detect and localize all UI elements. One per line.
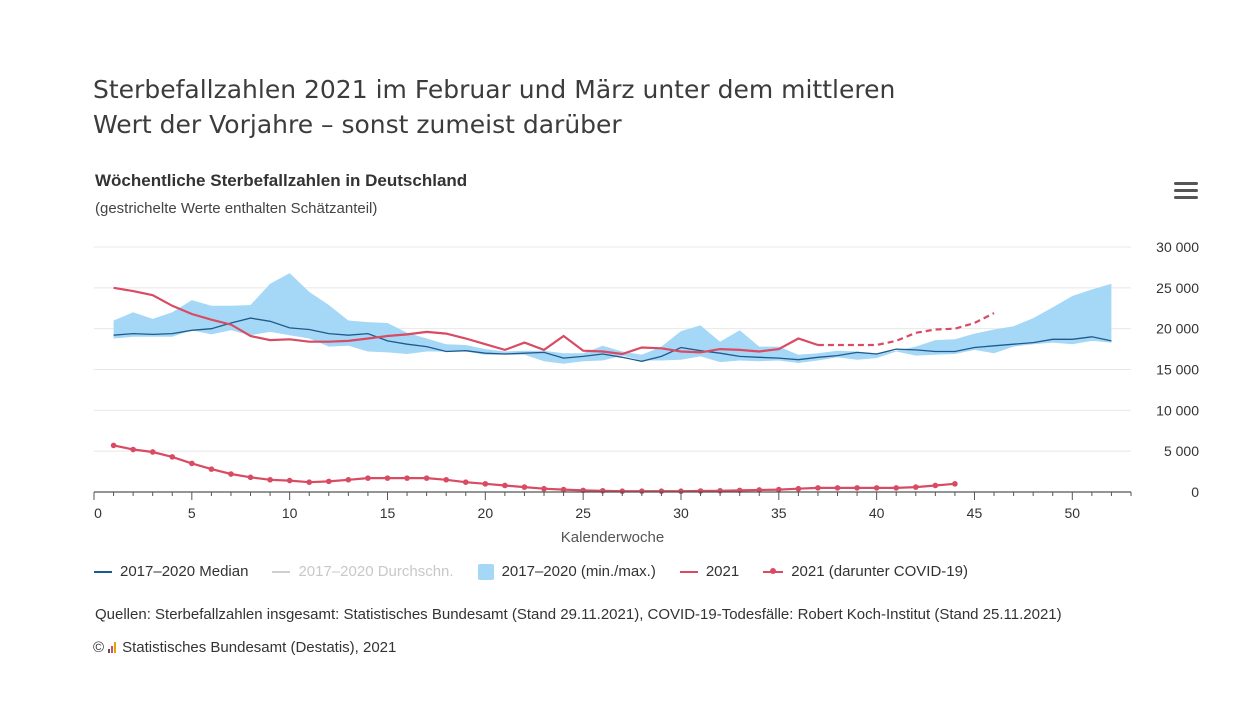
covid-marker: [893, 485, 900, 491]
destatis-logo-icon: [108, 642, 117, 653]
covid-marker: [228, 471, 234, 477]
line-2021-symbol: [679, 570, 698, 573]
covid-marker: [149, 449, 156, 455]
covid-marker: [423, 475, 430, 481]
covid-marker: [130, 446, 136, 453]
covid-marker: [384, 475, 391, 481]
copyright-text: Statistisches Bundesamt (Destatis), 2021: [122, 639, 397, 656]
y-tick-label: 30 000: [1156, 239, 1199, 255]
covid-marker: [462, 479, 469, 486]
covid-marker: [443, 476, 449, 483]
covid-marker: [286, 477, 293, 484]
x-axis-label: Kalenderwoche: [561, 529, 664, 546]
chart-title: Wöchentliche Sterbefallzahlen in Deutsch…: [95, 171, 468, 190]
legend-item-range[interactable]: 2017–2020 (min./max.): [477, 563, 656, 580]
chart-subtitle: (gestrichelte Werte enthalten Schätzante…: [95, 200, 378, 217]
hamburger-menu-icon: [1174, 182, 1198, 185]
source-note: Quellen: Sterbefallzahlen insgesamt: Sta…: [95, 606, 1062, 623]
line-2021: [113, 286, 819, 356]
x-tick-label: 50: [1065, 505, 1081, 521]
hamburger-menu-icon-bar: [1174, 196, 1198, 199]
covid-marker: [854, 485, 860, 491]
covid-marker: [208, 466, 215, 472]
covid-marker: [776, 486, 782, 493]
median-line: [113, 317, 1112, 362]
covid-marker: [169, 454, 176, 460]
covid-marker: [267, 476, 273, 483]
covid-marker: [365, 475, 371, 481]
chart-menu-button[interactable]: [1172, 178, 1200, 202]
x-tick-label: 40: [869, 505, 885, 521]
legend-item-mean[interactable]: 2017–2020 Durchschn.: [272, 563, 454, 580]
mean-line-symbol: [272, 570, 291, 573]
covid-marker: [952, 481, 958, 487]
hamburger-menu-icon-bar: [1174, 189, 1198, 192]
x-tick-label: 10: [282, 505, 298, 521]
x-tick-label: 15: [380, 505, 396, 521]
y-tick-label: 25 000: [1156, 280, 1199, 296]
covid-marker: [247, 474, 254, 481]
x-tick-label: 45: [967, 505, 983, 521]
legend-item-median[interactable]: 2017–2020 Median: [94, 563, 248, 580]
y-tick-label: 10 000: [1156, 402, 1199, 418]
headline: Sterbefallzahlen 2021 im Februar und Mär…: [93, 72, 993, 142]
covid-marker: [756, 487, 763, 493]
x-tick-label: 5: [188, 505, 196, 521]
y-tick-label: 20 000: [1156, 321, 1199, 337]
covid-marker: [404, 475, 410, 481]
range-area-symbol: [477, 563, 494, 580]
legend-label-range: 2017–2020 (min./max.): [501, 563, 656, 580]
x-tick-label: 25: [575, 505, 591, 521]
covid-marker: [521, 484, 528, 490]
legend-item-2021[interactable]: 2021: [679, 563, 740, 580]
legend-label-2021: 2021: [705, 563, 740, 580]
axes: 0 5 000 10 000 15 000 20 000 25 000 30 000 0 5 10…: [93, 239, 1199, 546]
covid-marker-line-symbol: [763, 567, 784, 574]
y-tick-label: 5 000: [1164, 443, 1199, 459]
covid-marker: [541, 485, 547, 492]
copyright-note: © Statistisches Bundesamt (Destatis), 20…: [93, 639, 396, 656]
y-tick-label: 15 000: [1156, 362, 1199, 378]
x-tick-label: 0: [94, 505, 102, 521]
legend-label-mean: 2017–2020 Durchschn.: [298, 563, 454, 580]
covid-marker: [560, 486, 567, 493]
covid-marker: [834, 485, 841, 491]
covid-marker: [795, 485, 802, 492]
covid-marker: [110, 442, 117, 449]
x-tick-label: 35: [771, 505, 787, 521]
x-tick-label: 20: [478, 505, 494, 521]
headline-line-2: Wert der Vorjahre – sonst zumeist darübe…: [93, 110, 622, 139]
covid-marker: [325, 478, 332, 485]
covid-marker: [912, 484, 919, 490]
y-tick-label: 0: [1191, 484, 1199, 500]
covid-marker: [815, 485, 821, 491]
x-tick-label: 30: [673, 505, 689, 521]
covid-marker: [345, 476, 352, 483]
legend-item-covid[interactable]: 2021 (darunter COVID-19): [763, 563, 968, 580]
range-area: [113, 273, 1112, 364]
headline-line-1: Sterbefallzahlen 2021 im Februar und Mär…: [93, 75, 896, 104]
plot-area: [110, 273, 1112, 494]
covid-marker: [873, 485, 880, 491]
legend-label-median: 2017–2020 Median: [120, 563, 249, 580]
copyright-symbol: ©: [93, 639, 105, 656]
covid-marker: [932, 482, 939, 489]
covid-marker: [482, 481, 489, 487]
covid-marker: [306, 479, 313, 486]
legend-label-covid: 2021 (darunter COVID-19): [791, 563, 968, 580]
median-line-symbol: [94, 570, 112, 573]
legend: 2017–2020 Median 2017–2020 Durchschn. 20…: [94, 563, 992, 580]
covid-marker: [189, 460, 195, 467]
covid-marker: [502, 482, 508, 489]
covid-marker-dot: [770, 567, 777, 574]
covid-line: [113, 444, 955, 493]
